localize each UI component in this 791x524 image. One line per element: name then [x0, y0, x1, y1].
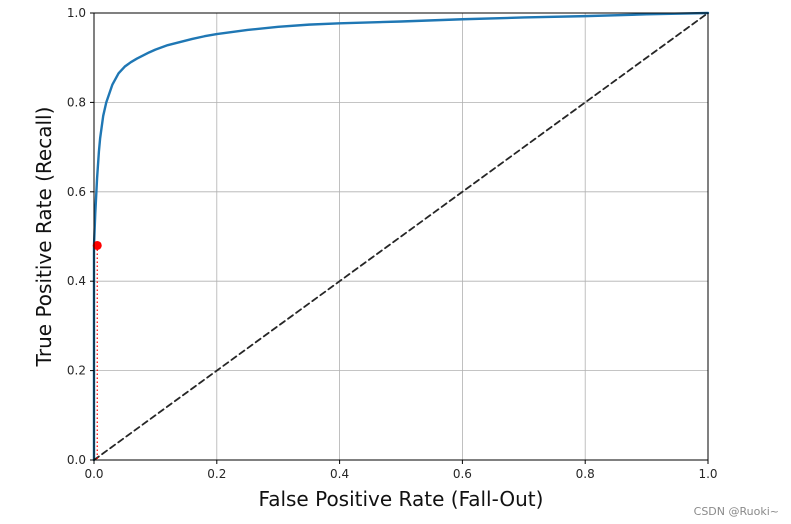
x-ticks: 0.0 0.2 0.4 0.6 0.8 1.0 [84, 460, 717, 481]
x-tick-label: 0.4 [330, 467, 349, 481]
y-tick-label: 0.0 [67, 453, 86, 467]
y-tick-label: 0.4 [67, 274, 86, 288]
y-axis-label: True Positive Rate (Recall) [32, 107, 56, 368]
y-ticks: 0.0 0.2 0.4 0.6 0.8 1.0 [67, 6, 94, 467]
y-tick-label: 0.6 [67, 185, 86, 199]
x-tick-label: 0.0 [84, 467, 103, 481]
y-tick-label: 0.2 [67, 364, 86, 378]
x-tick-label: 0.8 [576, 467, 595, 481]
y-tick-label: 1.0 [67, 6, 86, 20]
x-tick-label: 1.0 [698, 467, 717, 481]
series-layer [94, 13, 708, 460]
x-tick-label: 0.6 [453, 467, 472, 481]
y-tick-label: 0.8 [67, 95, 86, 109]
random-classifier-line [94, 13, 708, 460]
x-tick-label: 0.2 [207, 467, 226, 481]
x-axis-label: False Positive Rate (Fall-Out) [259, 487, 544, 511]
watermark: CSDN @Ruoki~ [694, 505, 779, 518]
